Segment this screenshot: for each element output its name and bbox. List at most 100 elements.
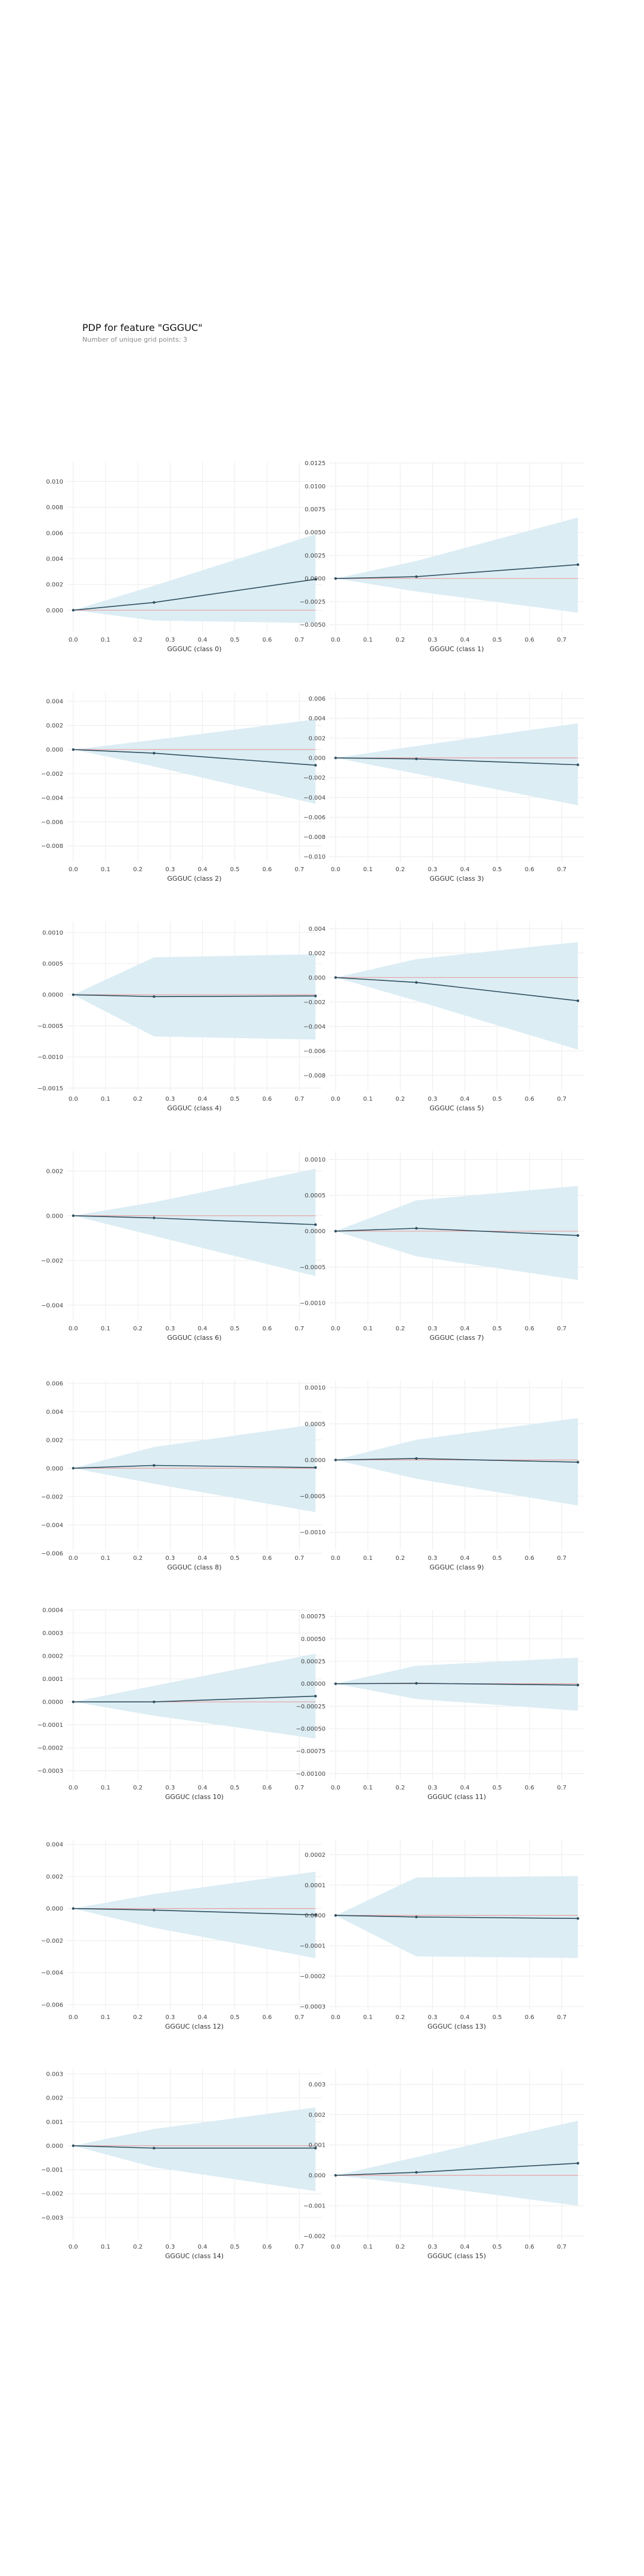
x-axis-label: GGGUC (class 2) xyxy=(167,875,221,883)
pdp-point xyxy=(314,764,317,767)
y-tick-label: −0.0010 xyxy=(300,1530,326,1536)
y-tick-label: 0.00000 xyxy=(301,1681,326,1688)
x-tick-label: 0.6 xyxy=(525,1326,534,1332)
y-tick-label: 0.0125 xyxy=(305,460,326,467)
x-tick-label: 0.6 xyxy=(262,1326,272,1332)
x-tick-label: 0.0 xyxy=(331,866,340,873)
pdp-point xyxy=(576,1917,580,1920)
x-tick-label: 0.0 xyxy=(331,1785,340,1791)
x-tick-label: 0.1 xyxy=(101,2244,110,2250)
x-tick-label: 0.1 xyxy=(363,2014,373,2021)
x-axis-label: GGGUC (class 9) xyxy=(429,1563,484,1571)
x-tick-label: 0.3 xyxy=(165,1555,175,1562)
pdp-point xyxy=(153,601,156,604)
figure-title: PDP for feature "GGGUC" xyxy=(82,322,203,333)
y-tick-label: 0.006 xyxy=(46,1380,63,1387)
x-tick-label: 0.1 xyxy=(363,1096,373,1103)
y-tick-label: 0.000 xyxy=(308,756,326,762)
y-tick-label: 0.003 xyxy=(46,2072,63,2078)
x-tick-label: 0.0 xyxy=(331,2014,340,2021)
pdp-point xyxy=(314,1223,317,1226)
pdp-point xyxy=(576,999,580,1002)
y-tick-label: 0.002 xyxy=(46,723,63,729)
x-tick-label: 0.6 xyxy=(525,2244,534,2250)
x-tick-label: 0.5 xyxy=(230,2244,240,2250)
pdp-point xyxy=(314,578,317,581)
x-tick-label: 0.3 xyxy=(165,2244,175,2250)
x-tick-label: 0.0 xyxy=(331,1096,340,1103)
pdp-point xyxy=(153,2147,156,2150)
x-tick-label: 0.3 xyxy=(165,1096,175,1103)
confidence-band xyxy=(335,2120,578,2206)
pdp-point xyxy=(72,1214,75,1217)
y-tick-label: 0.010 xyxy=(46,479,63,485)
x-tick-label: 0.0 xyxy=(331,637,340,643)
x-tick-label: 0.5 xyxy=(230,2014,240,2021)
x-tick-label: 0.7 xyxy=(557,1326,566,1332)
y-tick-label: 0.002 xyxy=(46,1168,63,1175)
pdp-point xyxy=(415,1915,418,1918)
y-tick-label: −0.008 xyxy=(41,843,63,850)
pdp-point xyxy=(576,763,580,766)
y-tick-label: 0.002 xyxy=(46,1874,63,1880)
x-axis-label: GGGUC (class 6) xyxy=(167,1334,221,1342)
x-tick-label: 0.2 xyxy=(133,1326,143,1332)
x-tick-label: 0.5 xyxy=(493,866,502,873)
x-tick-label: 0.3 xyxy=(165,1785,175,1791)
x-tick-label: 0.1 xyxy=(101,1326,110,1332)
pdp-point xyxy=(153,1700,156,1704)
x-tick-label: 0.0 xyxy=(69,2014,78,2021)
y-tick-label: 0.0005 xyxy=(42,961,63,967)
y-tick-label: −0.002 xyxy=(41,2191,63,2197)
x-tick-label: 0.4 xyxy=(460,866,470,873)
y-tick-label: 0.0001 xyxy=(305,1883,326,1889)
x-tick-label: 0.2 xyxy=(395,1096,405,1103)
y-tick-label: −0.0002 xyxy=(300,1974,326,1980)
y-tick-label: 0.004 xyxy=(308,926,326,933)
x-tick-label: 0.2 xyxy=(133,1096,143,1103)
x-tick-label: 0.1 xyxy=(363,2244,373,2250)
y-tick-label: −0.0002 xyxy=(38,1745,63,1752)
x-tick-label: 0.2 xyxy=(133,866,143,873)
x-axis-label: GGGUC (class 1) xyxy=(429,645,484,653)
pdp-panel: −0.0015 −0.0010 −0.0005 0.0000 0.0005 0.0010 0… xyxy=(38,921,322,1112)
y-tick-label: −0.008 xyxy=(304,834,326,841)
x-tick-label: 0.7 xyxy=(557,2014,566,2021)
x-tick-label: 0.1 xyxy=(363,1326,373,1332)
confidence-band xyxy=(73,719,316,804)
x-tick-label: 0.1 xyxy=(101,1785,110,1791)
confidence-band xyxy=(73,1654,316,1739)
x-axis-label: GGGUC (class 14) xyxy=(165,2252,224,2260)
x-tick-label: 0.5 xyxy=(493,1326,502,1332)
x-tick-label: 0.6 xyxy=(262,637,272,643)
pdp-point xyxy=(415,1682,418,1685)
y-tick-label: 0.004 xyxy=(46,1409,63,1416)
pdp-point xyxy=(334,1230,338,1233)
confidence-band xyxy=(335,723,578,806)
pdp-point xyxy=(334,1914,338,1917)
x-tick-label: 0.0 xyxy=(69,1326,78,1332)
x-tick-label: 0.4 xyxy=(460,2244,470,2250)
pdp-panel: −0.010 −0.008 −0.006 −0.004 −0.002 0.000 0.002… xyxy=(304,692,584,883)
x-tick-label: 0.3 xyxy=(428,1326,437,1332)
y-tick-label: −0.0050 xyxy=(300,622,326,628)
x-tick-label: 0.7 xyxy=(557,866,566,873)
y-tick-label: 0.0000 xyxy=(305,1457,326,1464)
x-tick-label: 0.4 xyxy=(198,1555,208,1562)
x-tick-label: 0.1 xyxy=(363,866,373,873)
x-tick-label: 0.4 xyxy=(198,866,208,873)
y-tick-label: 0.000 xyxy=(308,2173,326,2179)
pdp-point xyxy=(415,757,418,760)
pdp-point xyxy=(72,1700,75,1704)
pdp-point xyxy=(314,1695,317,1698)
y-tick-label: 0.0000 xyxy=(305,1228,326,1235)
x-tick-label: 0.4 xyxy=(198,2014,208,2021)
pdp-point xyxy=(72,2144,75,2147)
x-tick-label: 0.5 xyxy=(493,1555,502,1562)
y-tick-label: 0.004 xyxy=(46,556,63,562)
x-tick-label: 0.4 xyxy=(198,2244,208,2250)
x-tick-label: 0.0 xyxy=(331,2244,340,2250)
pdp-point xyxy=(334,976,338,979)
x-tick-label: 0.5 xyxy=(493,1096,502,1103)
y-tick-label: 0.0000 xyxy=(305,1913,326,1919)
